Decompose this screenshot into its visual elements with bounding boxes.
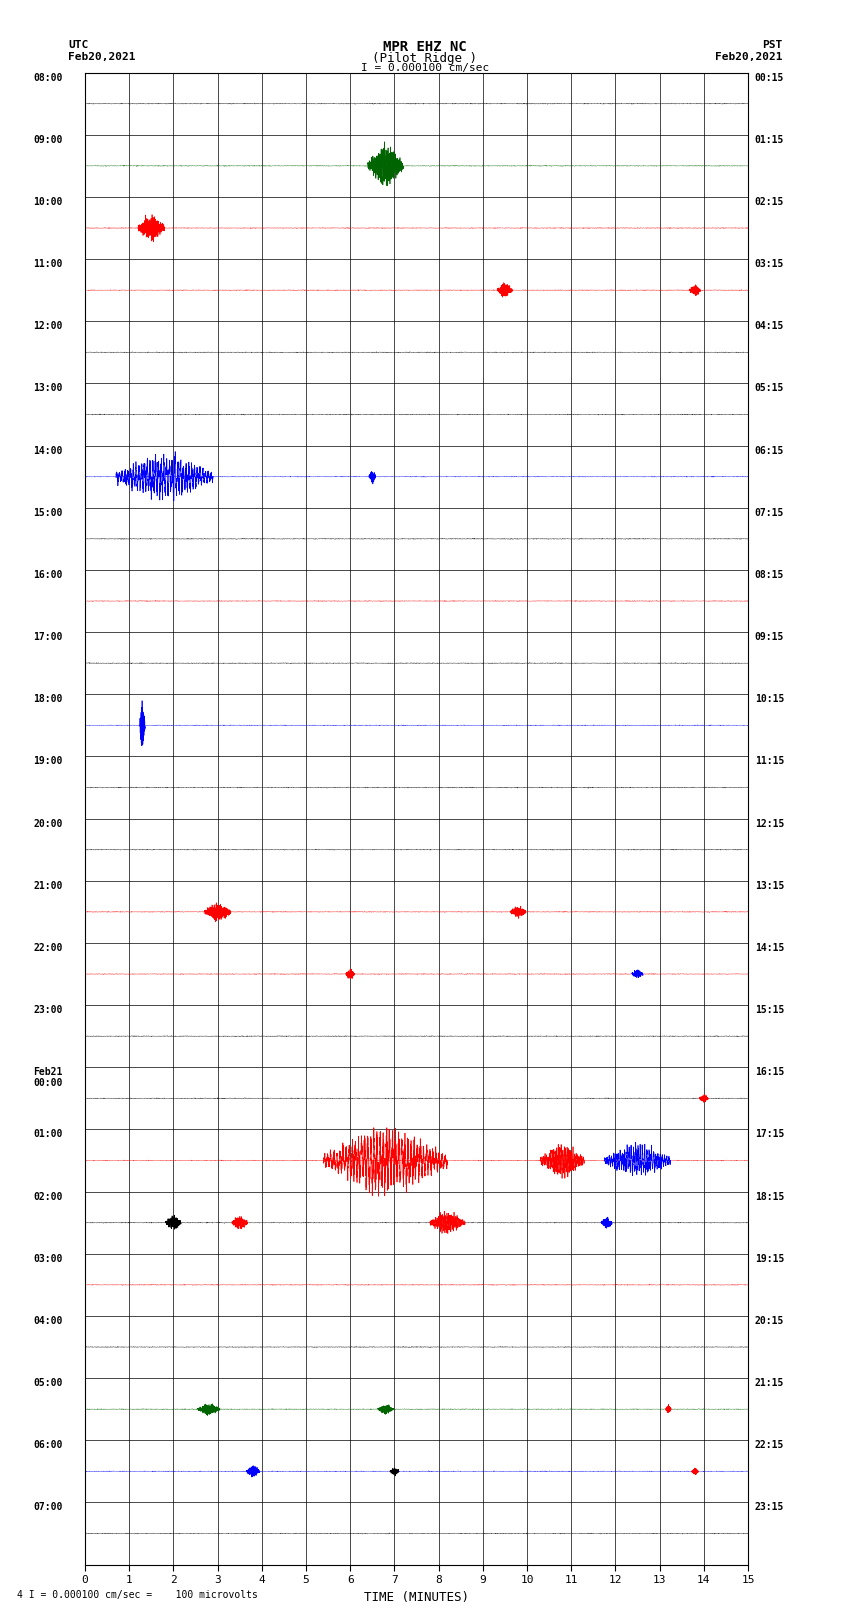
Text: 12:15: 12:15 bbox=[755, 819, 784, 829]
Text: 20:15: 20:15 bbox=[755, 1316, 784, 1326]
Text: 07:15: 07:15 bbox=[755, 508, 784, 518]
Text: 22:00: 22:00 bbox=[33, 944, 63, 953]
Text: 10:15: 10:15 bbox=[755, 694, 784, 705]
Text: 18:00: 18:00 bbox=[33, 694, 63, 705]
Text: 16:15: 16:15 bbox=[755, 1068, 784, 1077]
Text: Feb21
00:00: Feb21 00:00 bbox=[33, 1068, 63, 1089]
Text: 06:15: 06:15 bbox=[755, 445, 784, 455]
Text: I = 0.000100 cm/sec: I = 0.000100 cm/sec bbox=[361, 63, 489, 73]
Text: 08:00: 08:00 bbox=[33, 73, 63, 82]
Text: 04:00: 04:00 bbox=[33, 1316, 63, 1326]
Text: 18:15: 18:15 bbox=[755, 1192, 784, 1202]
Text: 13:00: 13:00 bbox=[33, 384, 63, 394]
Text: 05:15: 05:15 bbox=[755, 384, 784, 394]
Text: 03:15: 03:15 bbox=[755, 260, 784, 269]
Text: 03:00: 03:00 bbox=[33, 1253, 63, 1263]
Text: 15:00: 15:00 bbox=[33, 508, 63, 518]
Text: 11:15: 11:15 bbox=[755, 756, 784, 766]
Text: 13:15: 13:15 bbox=[755, 881, 784, 890]
Text: 01:15: 01:15 bbox=[755, 135, 784, 145]
Text: 21:15: 21:15 bbox=[755, 1378, 784, 1389]
Text: 09:00: 09:00 bbox=[33, 135, 63, 145]
Text: 12:00: 12:00 bbox=[33, 321, 63, 331]
Text: 04:15: 04:15 bbox=[755, 321, 784, 331]
Text: MPR EHZ NC: MPR EHZ NC bbox=[383, 40, 467, 55]
Text: 07:00: 07:00 bbox=[33, 1502, 63, 1513]
Text: 09:15: 09:15 bbox=[755, 632, 784, 642]
Text: 20:00: 20:00 bbox=[33, 819, 63, 829]
Text: PST: PST bbox=[762, 40, 782, 50]
Text: 22:15: 22:15 bbox=[755, 1440, 784, 1450]
Text: 06:00: 06:00 bbox=[33, 1440, 63, 1450]
Text: UTC: UTC bbox=[68, 40, 88, 50]
Text: 17:15: 17:15 bbox=[755, 1129, 784, 1139]
Text: 02:15: 02:15 bbox=[755, 197, 784, 206]
Text: 21:00: 21:00 bbox=[33, 881, 63, 890]
Text: Feb20,2021: Feb20,2021 bbox=[68, 52, 135, 61]
Text: 14:00: 14:00 bbox=[33, 445, 63, 455]
Text: 19:15: 19:15 bbox=[755, 1253, 784, 1263]
Text: 10:00: 10:00 bbox=[33, 197, 63, 206]
Text: 15:15: 15:15 bbox=[755, 1005, 784, 1015]
Text: 11:00: 11:00 bbox=[33, 260, 63, 269]
Text: Feb20,2021: Feb20,2021 bbox=[715, 52, 782, 61]
Text: (Pilot Ridge ): (Pilot Ridge ) bbox=[372, 52, 478, 65]
Text: 01:00: 01:00 bbox=[33, 1129, 63, 1139]
Text: 19:00: 19:00 bbox=[33, 756, 63, 766]
Text: 02:00: 02:00 bbox=[33, 1192, 63, 1202]
X-axis label: TIME (MINUTES): TIME (MINUTES) bbox=[364, 1590, 469, 1603]
Text: 17:00: 17:00 bbox=[33, 632, 63, 642]
Text: 14:15: 14:15 bbox=[755, 944, 784, 953]
Text: 23:00: 23:00 bbox=[33, 1005, 63, 1015]
Text: 08:15: 08:15 bbox=[755, 569, 784, 581]
Text: 16:00: 16:00 bbox=[33, 569, 63, 581]
Text: 4 I = 0.000100 cm/sec =    100 microvolts: 4 I = 0.000100 cm/sec = 100 microvolts bbox=[17, 1590, 258, 1600]
Text: 05:00: 05:00 bbox=[33, 1378, 63, 1389]
Text: 00:15: 00:15 bbox=[755, 73, 784, 82]
Text: 23:15: 23:15 bbox=[755, 1502, 784, 1513]
